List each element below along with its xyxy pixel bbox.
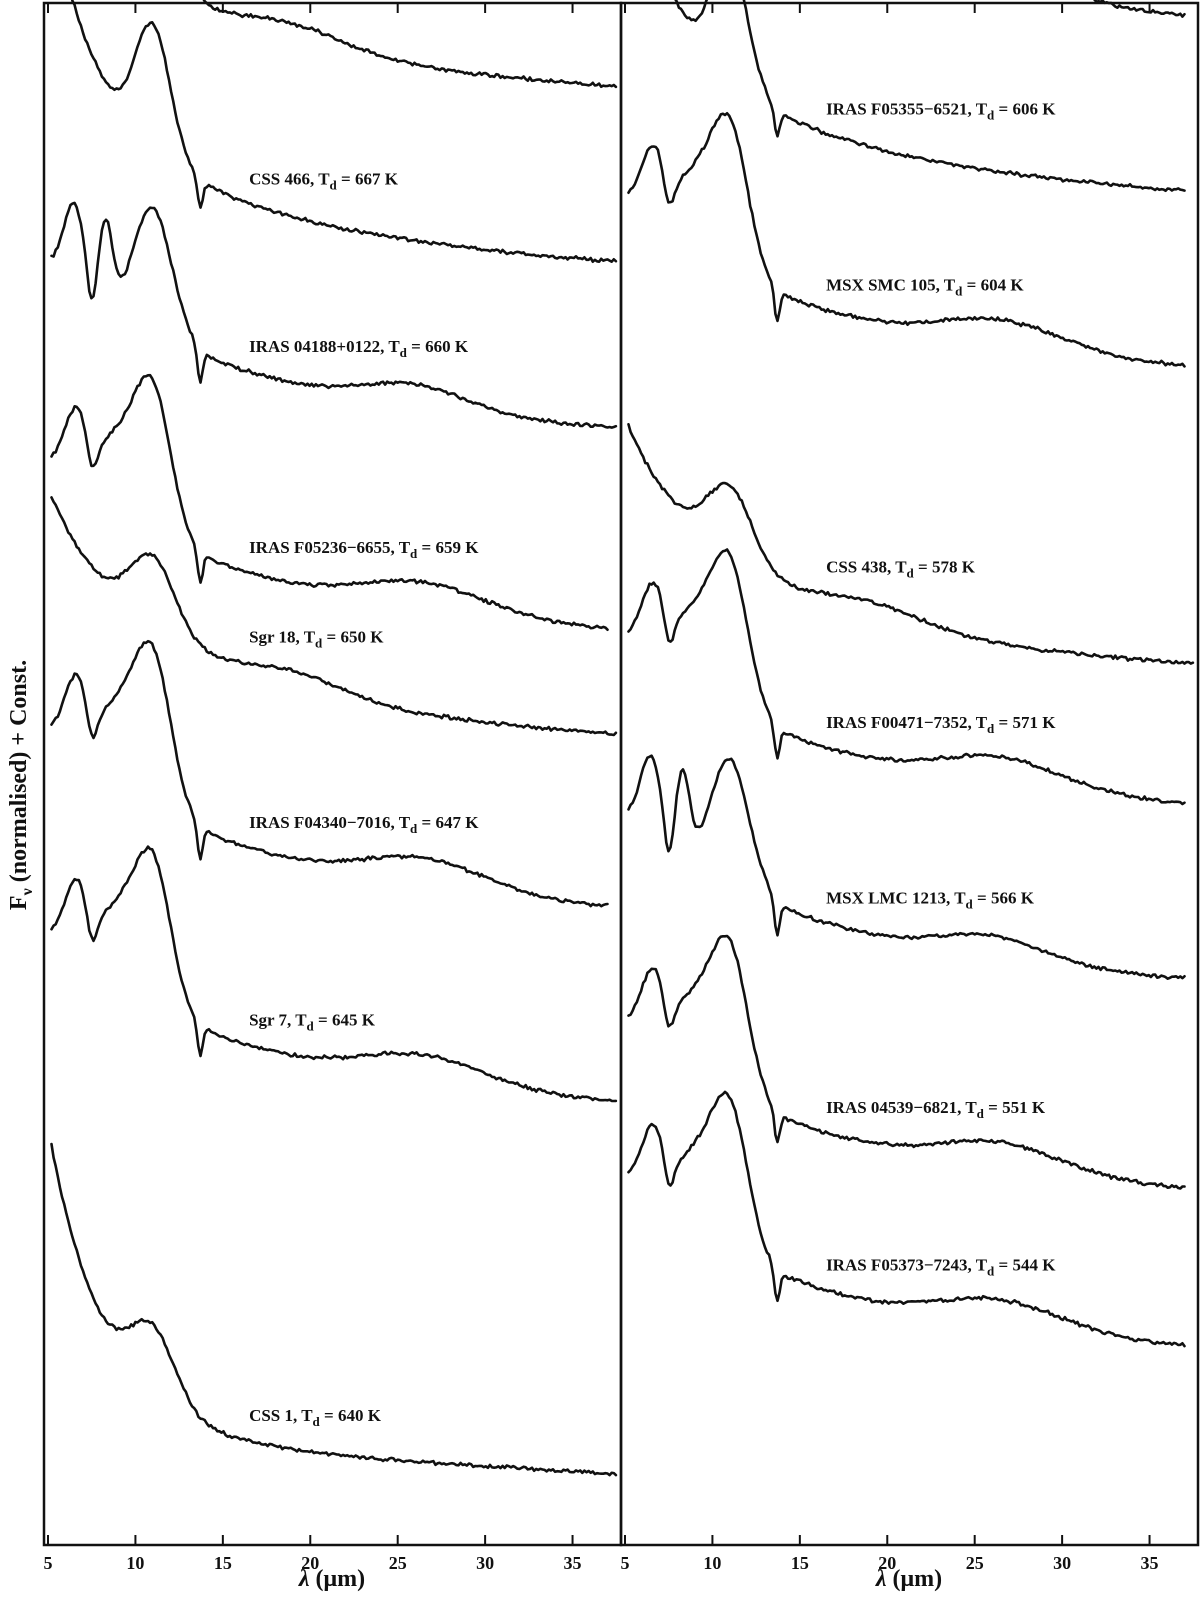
spectrum-line — [674, 0, 1186, 193]
spectrum-line — [50, 373, 609, 631]
spectrum-label: CSS 438, Td = 578 K — [826, 557, 976, 580]
right-panel-frame — [619, 1, 1200, 1547]
x-tick-label: 5 — [621, 1553, 630, 1573]
left-x-ticks: 5 10 15 20 25 30 35 — [44, 3, 582, 1573]
spectrum-line — [50, 201, 618, 429]
spectrum-line — [50, 639, 609, 908]
spectrum-label: CSS 466, Td = 667 K — [249, 169, 399, 192]
x-tick-label: 30 — [1053, 1553, 1071, 1573]
x-tick-label: 15 — [791, 1553, 809, 1573]
right-panel: 5 10 15 20 25 30 35 MSX LMC 950, Td = 630 KIRA… — [619, 0, 1200, 1592]
y-axis-title: Fν (normalised) + Const. — [6, 660, 36, 910]
x-tick-label: 20 — [301, 1553, 319, 1573]
right-x-ticks: 5 10 15 20 25 30 35 — [621, 3, 1159, 1573]
spectrum-label: Sgr 15, Td = 669 K — [249, 0, 384, 3]
spectrum-label: CSS 1, Td = 640 K — [249, 1406, 382, 1429]
left-panel-frame — [42, 1, 623, 1547]
spectrum-line — [202, 0, 618, 89]
spectrum-line — [50, 1142, 618, 1477]
spectrum-label: IRAS F05355−6521, Td = 606 K — [826, 99, 1056, 122]
spectrum-line — [627, 1090, 1186, 1348]
left-series-group: Sgr 15, Td = 669 K CSS 466, Td = 667 K IRA… — [50, 0, 618, 1477]
x-tick-label: 30 — [476, 1553, 494, 1573]
spectrum-label: IRAS F05236−6655, Td = 659 K — [249, 538, 479, 561]
x-tick-label: 25 — [966, 1553, 984, 1573]
spectrum-line — [627, 548, 1186, 806]
spectrum-label: MSX LMC 1213, Td = 566 K — [826, 888, 1035, 911]
spectrum-line — [627, 934, 1186, 1190]
spectrum-line — [627, 423, 1195, 665]
spectrum-label: MSX SMC 105, Td = 604 K — [826, 275, 1024, 298]
right-x-axis-title: λ (μm) — [875, 1566, 942, 1592]
spectrum-line — [70, 0, 618, 263]
spectrum-label: Sgr 7, Td = 645 K — [249, 1010, 376, 1033]
x-tick-label: 20 — [878, 1553, 896, 1573]
x-tick-label: 10 — [703, 1553, 721, 1573]
spectrum-line — [50, 845, 618, 1103]
x-tick-label: 5 — [44, 1553, 53, 1573]
spectrum-label: IRAS F04340−7016, Td = 647 K — [249, 813, 479, 836]
x-tick-label: 10 — [126, 1553, 144, 1573]
x-tick-label: 25 — [389, 1553, 407, 1573]
spectrum-label: IRAS 04539−6821, Td = 551 K — [826, 1098, 1046, 1121]
spectrum-label: IRAS F00471−7352, Td = 571 K — [826, 713, 1056, 736]
spectrum-line — [627, 754, 1186, 980]
spectrum-label: Sgr 18, Td = 650 K — [249, 627, 384, 650]
left-panel: 5 10 15 20 25 30 35 Sgr 15, Td = 669 K CSS 466,… — [42, 0, 623, 1592]
spectrum-label: IRAS F05373−7243, Td = 544 K — [826, 1255, 1056, 1278]
left-x-axis-title: λ (μm) — [298, 1566, 365, 1592]
spectrum-line — [627, 112, 1186, 368]
spectrum-line — [50, 496, 618, 737]
x-tick-label: 35 — [564, 1553, 582, 1573]
spectrum-label: IRAS 04188+0122, Td = 660 K — [249, 337, 469, 360]
x-tick-label: 35 — [1141, 1553, 1159, 1573]
x-tick-label: 15 — [214, 1553, 232, 1573]
